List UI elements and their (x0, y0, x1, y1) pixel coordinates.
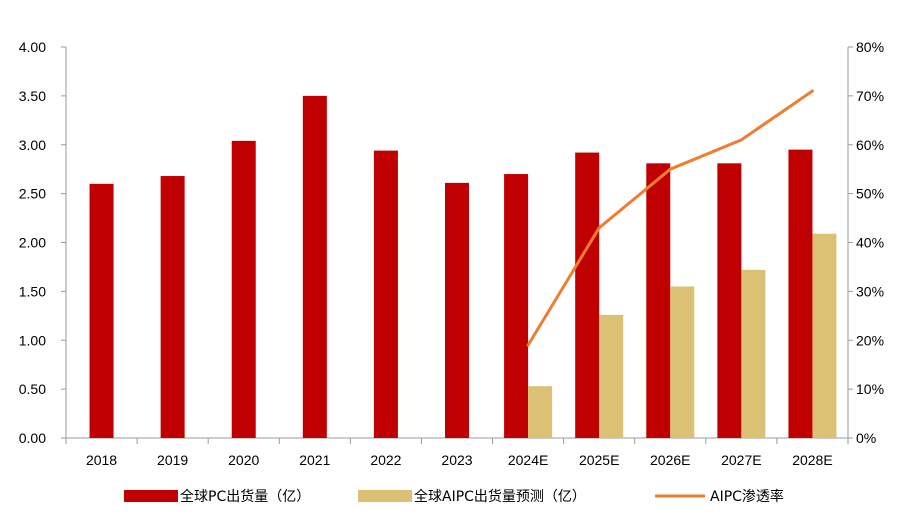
y-left-tick-label: 2.50 (19, 186, 46, 202)
bar-aipc-shipment (812, 233, 837, 438)
bar-aipc-shipment (670, 286, 695, 438)
bar-pc-shipment (445, 182, 469, 438)
x-tick-label: 2024E (508, 452, 548, 468)
y-right-tick-label: 40% (856, 235, 884, 251)
legend-label-aipc-penetration: AIPC渗透率 (710, 488, 784, 505)
x-tick-label: 2023 (441, 452, 472, 468)
bar-aipc-shipment (741, 269, 766, 438)
bar-pc-shipment (575, 152, 600, 438)
legend-label-aipc-shipment: 全球AIPC出货量预测（亿） (414, 488, 586, 505)
legend-label-pc-shipment: 全球PC出货量（亿） (180, 488, 310, 505)
y-left-tick-label: 0.00 (19, 430, 46, 446)
y-right-tick-label: 50% (856, 186, 884, 202)
bar-pc-shipment (89, 183, 114, 438)
x-tick-label: 2028E (792, 452, 832, 468)
bar-aipc-shipment (528, 386, 553, 438)
bar-aipc-shipment (599, 314, 624, 438)
x-tick-label: 2026E (650, 452, 690, 468)
y-left-tick-label: 1.50 (19, 283, 46, 299)
legend-item-aipc-penetration: AIPC渗透率 (655, 488, 784, 505)
y-left-tick-label: 3.50 (19, 88, 46, 104)
y-left-tick-label: 1.00 (19, 332, 46, 348)
legend-swatch-pc-shipment (124, 490, 178, 502)
y-right-tick-label: 30% (856, 283, 884, 299)
legend-item-pc-shipment: 全球PC出货量（亿） (124, 488, 310, 505)
bar-pc-shipment (373, 150, 398, 439)
y-left-tick-label: 3.00 (19, 137, 46, 153)
y-right-tick-label: 60% (856, 137, 884, 153)
labels-layer: 0.00 0.50 1.00 1.50 2.00 2.50 3.00 3.50 4.00 0% 10… (19, 39, 884, 468)
bar-pc-shipment (717, 163, 742, 438)
x-tick-label: 2020 (228, 452, 259, 468)
y-right-tick-label: 10% (856, 381, 884, 397)
y-left-tick-label: 0.50 (19, 381, 46, 397)
y-right-tick-label: 0% (856, 430, 876, 446)
line-layer (526, 89, 814, 347)
x-tick-label: 2019 (157, 452, 188, 468)
y-left-tick-label: 2.00 (19, 235, 46, 251)
bar-pc-shipment (302, 95, 327, 438)
y-right-tick-label: 80% (856, 39, 884, 55)
x-tick-label: 2027E (721, 452, 761, 468)
bar-pc-shipment (646, 163, 671, 438)
x-tick-label: 2025E (579, 452, 619, 468)
legend-swatch-aipc-shipment (358, 490, 412, 502)
y-right-tick-label: 70% (856, 88, 884, 104)
legend-item-aipc-shipment: 全球AIPC出货量预测（亿） (358, 488, 586, 505)
y-right-tick-label: 20% (856, 332, 884, 348)
legend: 全球PC出货量（亿） 全球AIPC出货量预测（亿） AIPC渗透率 (124, 488, 784, 505)
bar-pc-shipment (160, 176, 185, 438)
x-tick-label: 2021 (299, 452, 330, 468)
bars-layer (89, 95, 837, 439)
y-left-tick-label: 4.00 (19, 39, 46, 55)
x-tick-label: 2018 (86, 452, 117, 468)
bar-pc-shipment (788, 149, 813, 438)
x-tick-label: 2022 (370, 452, 401, 468)
bar-pc-shipment (504, 174, 529, 438)
bar-pc-shipment (231, 140, 256, 438)
